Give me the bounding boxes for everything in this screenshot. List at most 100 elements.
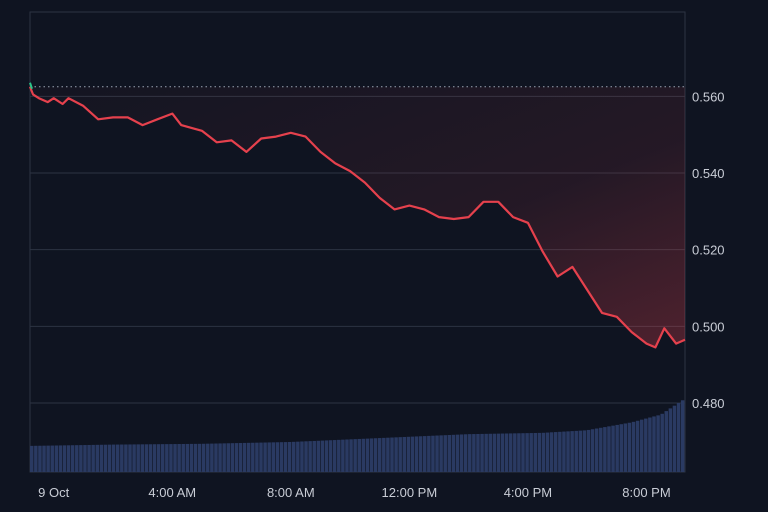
volume-bar	[414, 436, 419, 472]
volume-bar	[463, 434, 468, 472]
volume-bar	[218, 443, 222, 472]
volume-bar	[455, 434, 460, 472]
x-tick-label: 8:00 AM	[267, 485, 315, 500]
volume-bar	[508, 433, 513, 472]
volume-bar	[206, 443, 210, 472]
y-tick-label: 0.520	[692, 243, 725, 258]
x-tick-label: 9 Oct	[38, 485, 69, 500]
price-line-path	[28, 86, 686, 349]
volume-bar	[242, 442, 247, 472]
volume-bar	[173, 444, 177, 472]
volume-bar	[91, 444, 95, 472]
volume-bar	[590, 429, 595, 472]
volume-bar	[504, 433, 509, 472]
volume-bar	[545, 432, 550, 472]
volume-bar	[394, 437, 398, 472]
volume-bar	[660, 413, 664, 472]
volume-bar	[107, 444, 112, 472]
volume-bar	[431, 435, 435, 472]
volume-bar	[369, 438, 374, 472]
volume-bar	[427, 435, 431, 472]
volume-bar	[635, 420, 640, 472]
volume-bar	[271, 442, 276, 472]
volume-bar	[79, 445, 83, 472]
volume-bar	[115, 444, 120, 472]
volume-bar	[161, 444, 165, 472]
volume-bar	[292, 441, 296, 472]
volume-bar	[676, 402, 681, 472]
volume-bar	[652, 416, 656, 472]
volume-bar	[525, 433, 529, 472]
volume-bar	[574, 430, 578, 472]
volume-bar	[599, 427, 603, 472]
volume-bar	[230, 443, 235, 472]
volume-bar	[672, 405, 677, 472]
volume-bar	[668, 408, 673, 472]
volume-bar	[496, 433, 501, 472]
x-tick-label: 8:00 PM	[622, 485, 670, 500]
price-line	[28, 82, 686, 349]
volume-bar	[623, 423, 628, 472]
volume-bar	[165, 444, 169, 472]
volume-bar	[75, 445, 79, 472]
volume-bar	[50, 445, 54, 472]
volume-bar	[554, 432, 558, 472]
volume-bar	[132, 444, 136, 472]
volume-bar	[492, 433, 497, 472]
volume-bar	[259, 442, 263, 472]
volume-bar	[365, 438, 370, 472]
price-area-fill	[30, 86, 685, 348]
volume-bar	[611, 425, 615, 472]
volume-bar	[472, 434, 476, 472]
volume-bar	[144, 444, 149, 472]
volume-bar	[607, 426, 611, 472]
volume-bar	[148, 444, 153, 472]
volume-bar	[468, 434, 472, 472]
volume-bar	[263, 442, 267, 472]
volume-bar	[664, 411, 669, 472]
y-axis-ticks: 0.560 0.540 0.520 0.500 0.480	[692, 89, 725, 411]
volume-bar	[459, 434, 464, 472]
volume-bar	[406, 436, 411, 472]
volume-bar	[103, 444, 108, 472]
volume-bar	[586, 429, 591, 472]
volume-bar	[283, 442, 288, 472]
volume-bar	[615, 424, 619, 472]
volume-bar	[521, 433, 525, 472]
volume-bar	[222, 443, 226, 472]
volume-bar	[517, 433, 521, 472]
volume-bar	[533, 432, 538, 472]
volume-bar	[197, 443, 202, 472]
volume-bar	[648, 417, 652, 472]
volume-bar	[488, 433, 492, 472]
volume-bar	[337, 439, 341, 472]
volume-bar	[578, 430, 583, 472]
volume-bar	[120, 444, 124, 472]
x-tick-label: 4:00 AM	[148, 485, 196, 500]
volume-bar	[152, 444, 157, 472]
volume-bar	[402, 436, 407, 472]
volume-bar	[42, 445, 46, 472]
price-line-start	[29, 82, 33, 90]
volume-bar	[349, 439, 353, 472]
volume-bar	[316, 440, 321, 472]
volume-bar	[140, 444, 145, 472]
volume-bar	[324, 440, 329, 472]
volume-bar	[193, 443, 198, 472]
volume-bar	[255, 442, 259, 472]
volume-bar	[537, 432, 542, 472]
volume-bar	[398, 437, 402, 472]
volume-bar	[529, 433, 533, 472]
volume-bar	[210, 443, 214, 472]
volume-bar	[156, 444, 161, 472]
volume-bar	[95, 444, 99, 472]
volume-bar	[66, 445, 71, 472]
volume-bar	[46, 445, 50, 472]
volume-bar	[124, 444, 128, 472]
volume-bar	[423, 436, 427, 472]
volume-bar	[58, 445, 63, 472]
volume-bar	[177, 444, 181, 472]
volume-bar	[480, 433, 484, 472]
volume-bar	[83, 445, 87, 472]
